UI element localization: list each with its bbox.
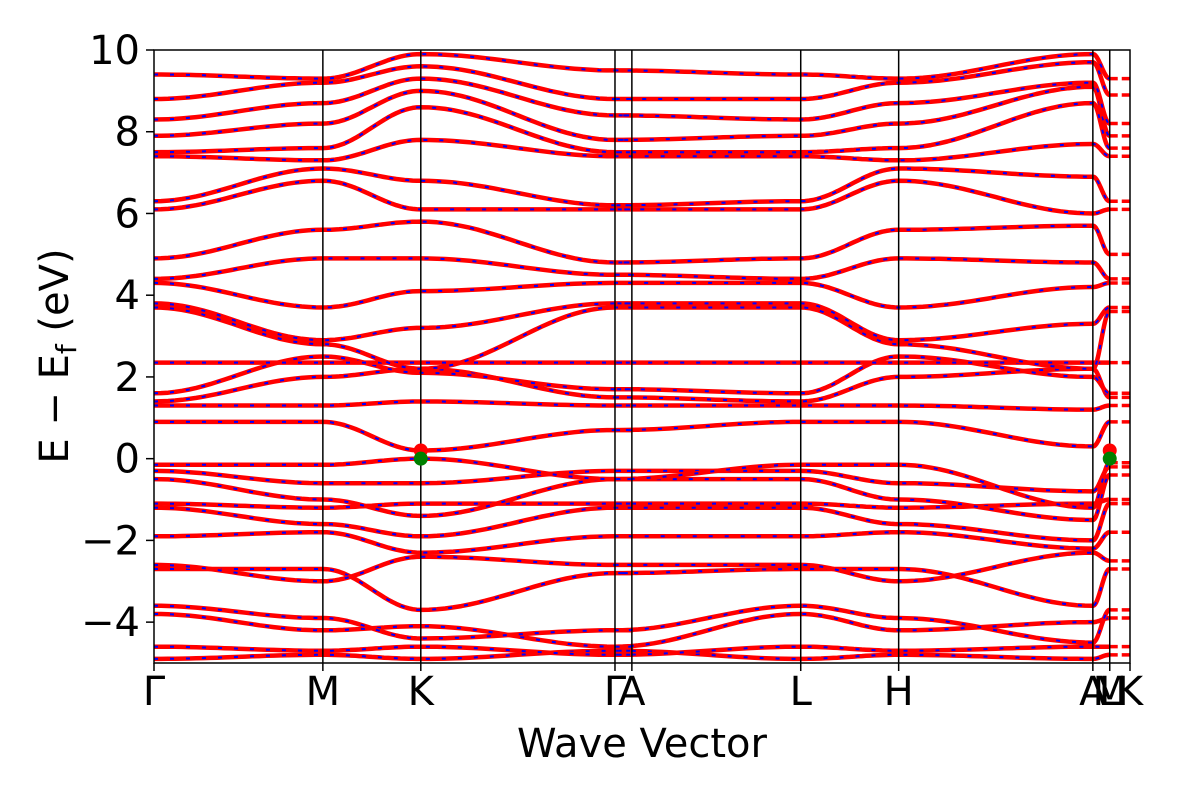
band-28-spin-down [154,61,1110,100]
band-26-spin-down [154,85,1110,141]
x-tick-label: A [618,669,646,715]
band-23-spin-up [154,166,1112,208]
plot-frame [153,49,1131,664]
band-9-spin-up [154,472,1112,523]
x-tick-label: L [790,669,813,715]
band-15-spin-up [154,354,1112,396]
band-25-spin-up [154,100,1112,155]
x-tick-label: Γ [143,669,166,715]
y-tick-label: 0 [115,437,140,483]
band-22-spin-up [154,178,1112,216]
x-tick-label: A [1079,669,1107,715]
band-18-spin-up [154,301,1112,343]
x-tick-label: M [1092,669,1127,715]
vbm-marker-end [1102,451,1117,466]
y-tick-label: −2 [81,518,140,564]
band-0-spin-up [154,648,1112,662]
band-12-spin-down [154,420,1110,452]
band-24-spin-up [154,137,1112,163]
y-axis-label: E − Ef (eV) [32,248,83,463]
x-tick-label: K [1117,669,1145,715]
y-tick-label: 4 [115,273,140,319]
band-edge-markers [413,443,1117,466]
band-20-spin-up [154,256,1112,282]
band-3-spin-down [154,604,1110,644]
band-2-spin-down [154,613,1110,648]
band-5-spin-down [154,551,1110,583]
band-11-spin-down [154,457,1110,509]
y-axis-label-main: E − E [32,354,78,464]
x-tick-label: L [1099,669,1122,715]
band-29-spin-down [154,53,1110,80]
band-4-spin-down [154,568,1110,611]
band-27-spin-up [154,76,1112,126]
band-13-spin-up [154,399,1112,412]
y-tick-label: 2 [115,355,140,401]
x-tick-label: H [884,669,914,715]
x-tick-label: M [306,669,341,715]
band-7-spin-down [154,502,1110,542]
band-19-spin-down [154,281,1110,309]
high-symmetry-lines [322,50,1111,663]
band-6-spin-up [154,529,1112,555]
x-tick-label: K [408,669,436,715]
band-1-spin-up [154,644,1112,658]
y-tick-label: −4 [81,600,140,646]
y-axis-ticks: −4 −2 0 2 4 6 8 10 [81,28,154,646]
x-tick-label: Γ [604,669,627,715]
band-14-spin-down [154,367,1110,403]
band-21-spin-up [154,219,1112,265]
y-tick-label: 8 [115,110,140,156]
band-17-spin-up [154,305,1112,372]
band-lines [154,51,1130,662]
vbm-marker [413,451,428,466]
x-axis-label: Wave Vector [517,721,768,767]
y-axis-label-subscript: f [50,343,83,354]
y-tick-label: 10 [89,28,140,74]
y-axis-label-unit: (eV) [32,248,78,344]
y-tick-label: 6 [115,191,140,237]
